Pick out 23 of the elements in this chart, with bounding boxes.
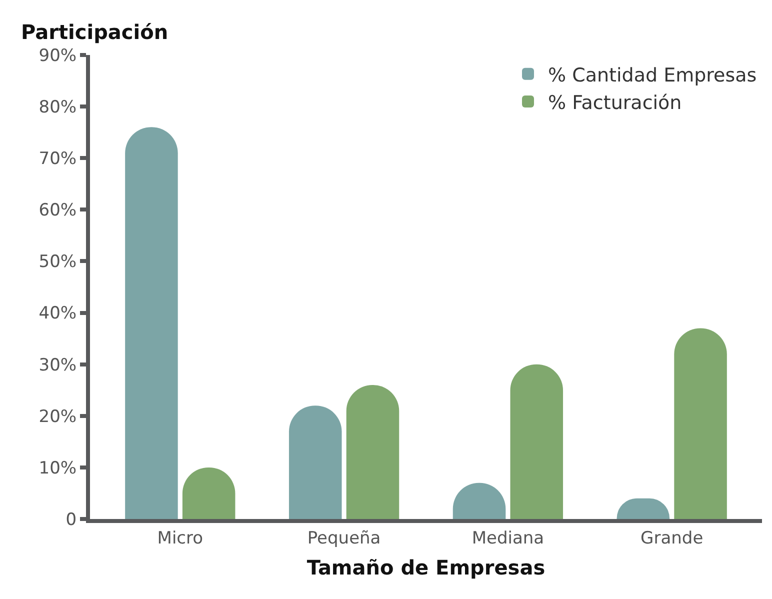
bar [510, 364, 564, 519]
y-tick-label: 10% [38, 458, 77, 478]
x-tick-label: Mediana [472, 528, 544, 548]
bar [346, 384, 400, 519]
x-tick-label: Grande [640, 528, 704, 548]
y-tick-label: 40% [38, 304, 77, 324]
bar [674, 328, 727, 519]
y-tick-label: 70% [38, 149, 77, 170]
y-tick-label: 0 [66, 510, 77, 530]
y-axis-title: Participación [21, 20, 168, 44]
y-tick-label: 20% [38, 406, 77, 427]
x-tick-label: Micro [157, 528, 204, 548]
x-axis-title: Tamaño de Empresas [306, 555, 546, 580]
y-tick-label: 50% [38, 252, 77, 272]
bar [288, 406, 342, 519]
bar [125, 127, 178, 519]
y-tick-label: 30% [38, 355, 77, 376]
legend-label: % Facturación [548, 92, 682, 114]
y-tick-label: 90% [38, 46, 77, 66]
legend-label: % Cantidad Empresas [548, 64, 757, 86]
y-tick-label: 60% [38, 200, 77, 221]
y-tick-label: 80% [38, 98, 77, 118]
x-tick-label: Pequeña [307, 528, 381, 548]
